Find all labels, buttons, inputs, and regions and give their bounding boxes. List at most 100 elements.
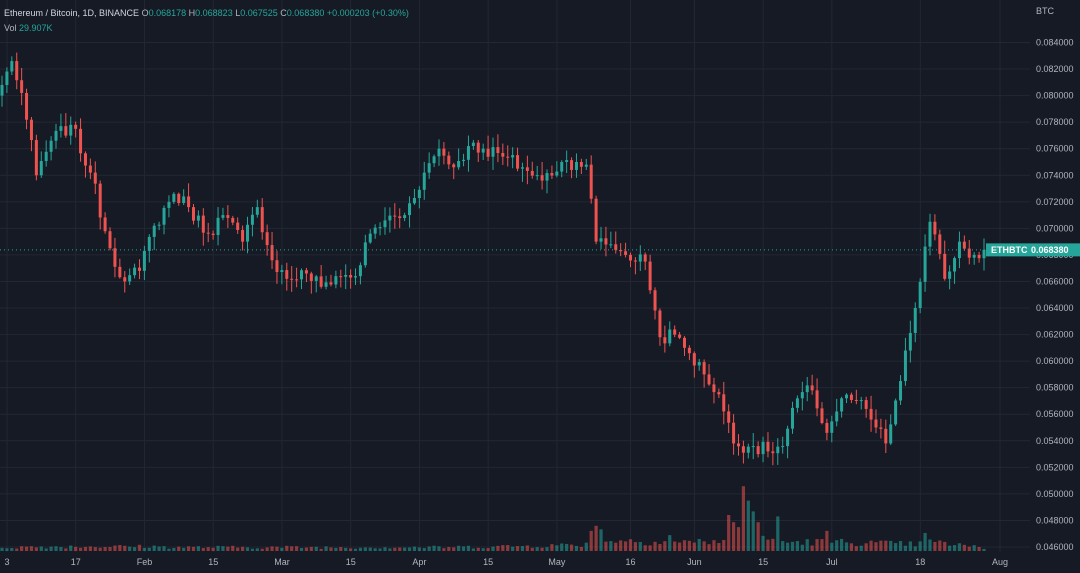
volume-bar xyxy=(24,546,29,551)
candle-body xyxy=(638,254,642,262)
x-tick-label: Jul xyxy=(826,557,838,567)
candle-body xyxy=(211,233,215,236)
volume-bar xyxy=(373,548,377,551)
x-tick-label: 18 xyxy=(915,557,925,567)
volume-bar xyxy=(977,546,981,551)
change-value: +0.000203 (+0.30%) xyxy=(326,8,409,18)
volume-bar xyxy=(879,540,883,551)
volume-bar xyxy=(795,541,800,551)
candle-body xyxy=(319,276,323,287)
candle-body xyxy=(948,271,952,279)
candle-body xyxy=(437,148,441,157)
candle-body xyxy=(427,163,431,173)
candle-body xyxy=(884,428,888,444)
volume-bar xyxy=(88,546,92,551)
legend-row-ohlc: Ethereum / Bitcoin, 1D, BINANCE O0.06817… xyxy=(4,6,409,21)
volume-bar xyxy=(697,538,701,551)
volume-bar xyxy=(535,547,539,551)
price-axis[interactable]: BTC 0.046000 0.048000 0.050000 0.052000 0.05… xyxy=(1036,6,1074,552)
volume-bar xyxy=(520,546,525,551)
candle-body xyxy=(250,214,254,225)
candle-body xyxy=(491,147,495,157)
candle-body xyxy=(864,400,868,409)
volume-bar xyxy=(59,547,63,551)
time-axis[interactable]: 3 17 Feb 15 Mar 15 Apr 15 May 16 Jun 15 Jul 18 Aug xyxy=(4,557,1008,567)
candle-body xyxy=(363,242,367,266)
volume-bar xyxy=(69,545,73,551)
candle-body xyxy=(236,222,240,230)
candle-body xyxy=(177,193,181,203)
volume-bar xyxy=(668,535,672,551)
volume-bar xyxy=(525,545,529,551)
candle-body xyxy=(196,215,200,221)
candle-body xyxy=(383,220,387,228)
candle-body xyxy=(93,172,97,184)
candle-body xyxy=(172,193,176,202)
candle-body xyxy=(555,171,559,176)
x-tick-label: Aug xyxy=(992,557,1008,567)
y-tick-label: 0.074000 xyxy=(1036,170,1074,180)
candle-body xyxy=(791,407,795,429)
volume-bar xyxy=(565,543,569,551)
candle-body xyxy=(594,198,598,242)
volume-bar xyxy=(820,539,824,551)
volume-bar xyxy=(113,545,117,551)
y-tick-label: 0.076000 xyxy=(1036,144,1074,154)
candle-body xyxy=(201,215,205,233)
volume-bar xyxy=(692,542,696,551)
candle-body xyxy=(525,167,529,171)
volume-bar xyxy=(619,540,623,551)
candle-body xyxy=(722,394,726,412)
candle-body xyxy=(584,164,588,167)
volume-bar xyxy=(491,546,495,551)
candle-body xyxy=(579,161,583,167)
candle-body xyxy=(300,270,304,280)
volume-bar xyxy=(285,545,289,551)
volume-bar xyxy=(614,542,618,551)
volume-bar xyxy=(363,547,367,551)
candle-body xyxy=(403,215,407,219)
last-price-tag: ETHBTC 0.068380 xyxy=(986,243,1080,257)
volume-bar xyxy=(427,546,431,551)
candle-body xyxy=(967,248,971,258)
volume-bar xyxy=(123,545,127,551)
candle-body xyxy=(849,394,853,400)
candle-body xyxy=(246,224,249,242)
symbol-title[interactable]: Ethereum / Bitcoin, 1D, BINANCE xyxy=(4,8,140,18)
volume-bar xyxy=(786,542,790,551)
volume-bar xyxy=(903,545,908,551)
volume-bar xyxy=(15,548,19,551)
volume-bar xyxy=(162,546,166,551)
candle-body xyxy=(506,156,510,158)
candle-body xyxy=(275,260,279,272)
candle-body xyxy=(516,155,520,169)
volume-bar xyxy=(236,547,240,551)
volume-bar xyxy=(74,546,78,551)
candle-body xyxy=(20,80,24,93)
candle-body xyxy=(530,170,534,176)
candle-body xyxy=(280,270,284,272)
volume-bar xyxy=(83,546,88,551)
candle-body xyxy=(0,84,4,96)
candle-body xyxy=(982,249,986,259)
volume-bar xyxy=(957,543,962,551)
volume-bar xyxy=(54,546,58,551)
candle-body xyxy=(265,232,269,246)
x-tick-label: 15 xyxy=(208,557,218,567)
candle-body xyxy=(977,254,981,259)
x-tick-label: 3 xyxy=(4,557,9,567)
low-value: 0.067525 xyxy=(240,8,278,18)
volume-bar xyxy=(108,546,112,551)
candle-body xyxy=(378,227,382,229)
candle-body xyxy=(599,238,603,242)
volume-bar xyxy=(93,547,97,551)
volume-bar xyxy=(299,548,304,551)
candle-body xyxy=(614,244,618,250)
volume-bar xyxy=(918,541,922,551)
volume-bar xyxy=(830,542,834,551)
candle-body xyxy=(152,225,156,237)
volume-bar xyxy=(682,540,687,551)
candle-body xyxy=(241,229,245,242)
candle-body xyxy=(133,267,137,276)
